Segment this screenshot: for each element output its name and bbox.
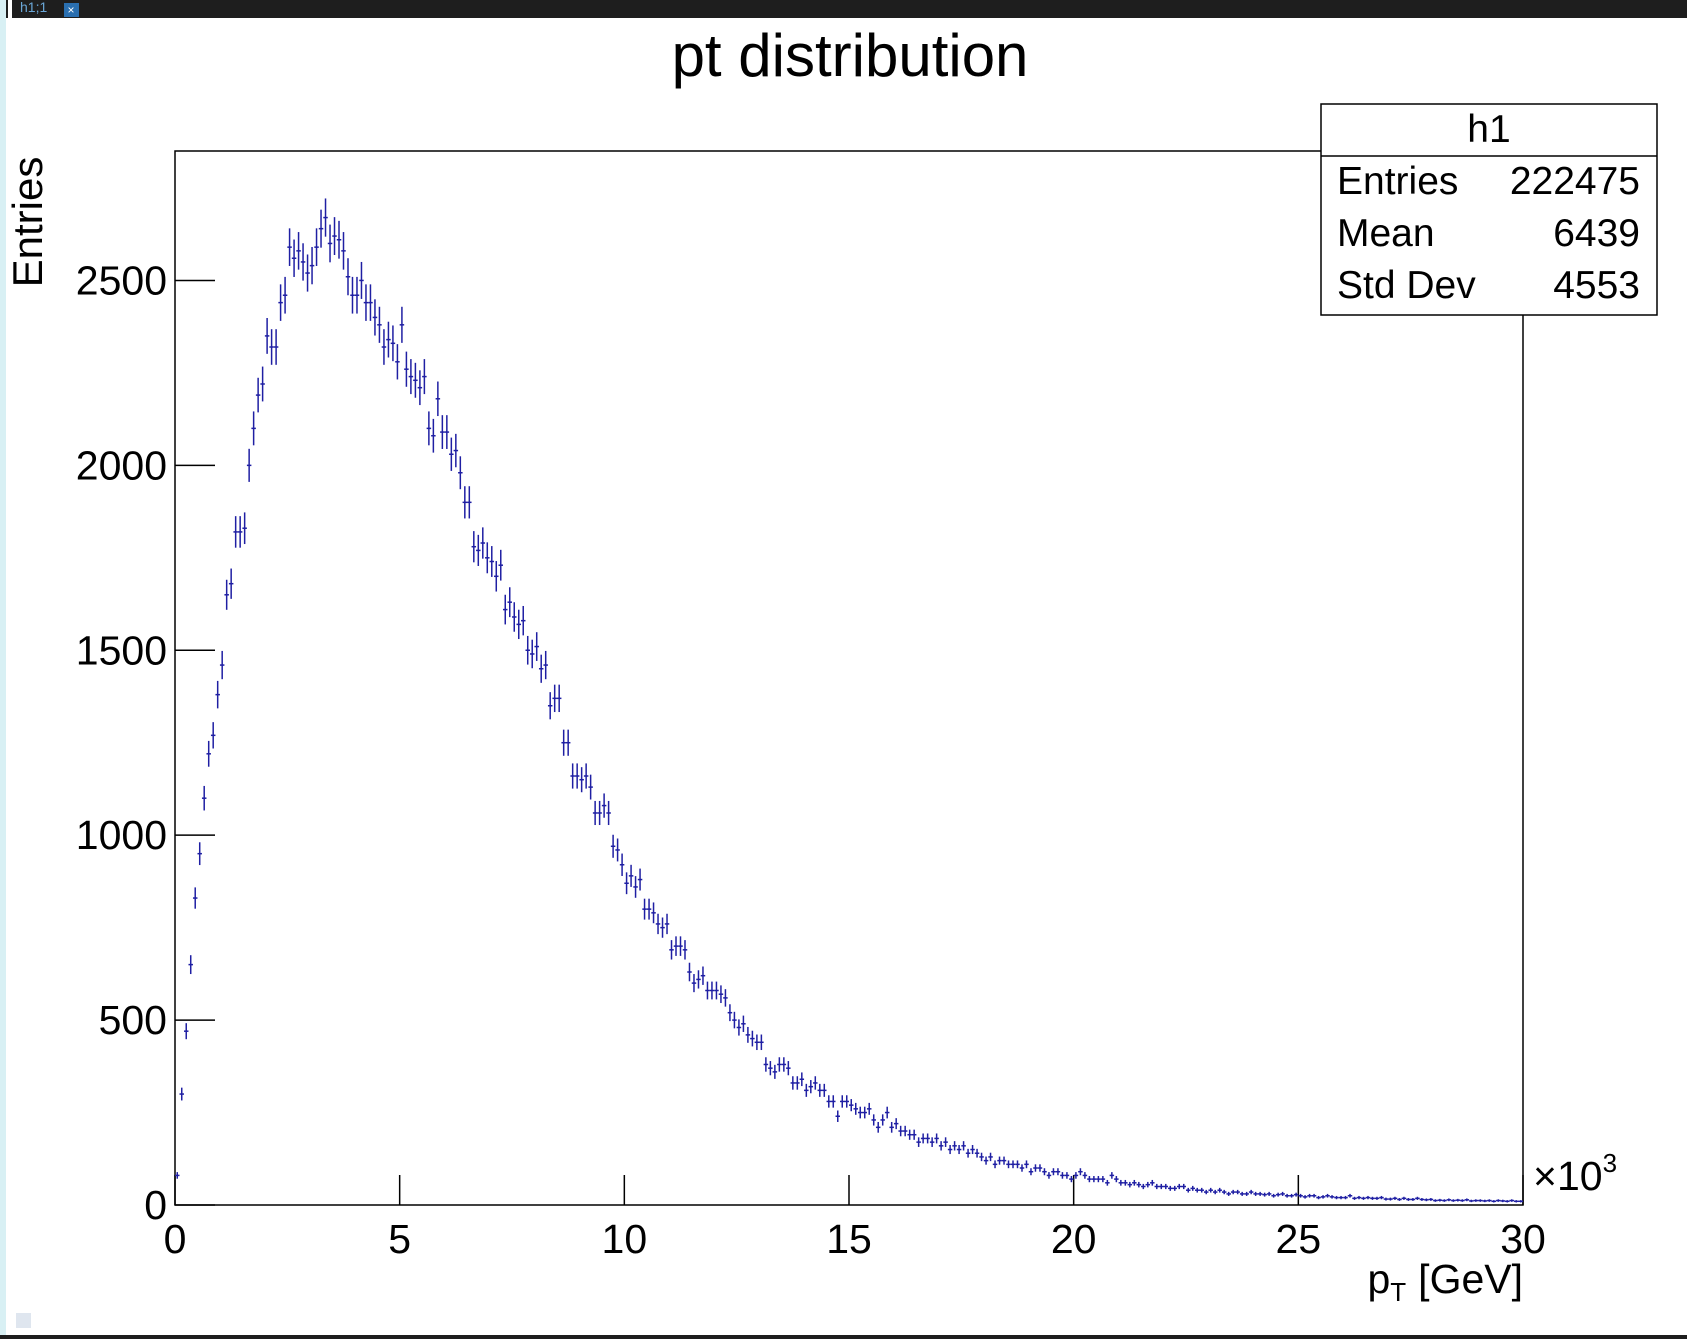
- stats-value: 222475: [1510, 160, 1640, 203]
- y-tick-label: 500: [99, 997, 167, 1043]
- stats-value: 6439: [1553, 212, 1640, 255]
- x-tick-label: 20: [1051, 1216, 1097, 1262]
- left-border: [0, 0, 6, 1339]
- tab-marker: [8, 0, 12, 18]
- stats-frame: [1320, 103, 1658, 316]
- x-multiplier-exp: 3: [1603, 1148, 1617, 1178]
- x-tick-label: 5: [388, 1216, 411, 1262]
- y-tick-label: 2000: [76, 442, 167, 488]
- x-tick-label: 25: [1276, 1216, 1322, 1262]
- stats-title: h1: [1467, 108, 1510, 151]
- tab-label[interactable]: h1;1: [20, 0, 47, 15]
- y-axis-title: Entries: [4, 157, 51, 288]
- stats-label: Std Dev: [1337, 264, 1476, 307]
- top-bar: [0, 0, 1687, 18]
- stats-label: Entries: [1337, 160, 1458, 203]
- x-tick-label: 30: [1500, 1216, 1546, 1262]
- x-multiplier: ×103: [1533, 1148, 1617, 1199]
- stats-value: 4553: [1553, 264, 1640, 307]
- y-tick-label: 1500: [76, 627, 167, 673]
- y-tick-label: 1000: [76, 812, 167, 858]
- x-title-main: p: [1367, 1256, 1390, 1302]
- stats-label: Mean: [1337, 212, 1435, 255]
- x-axis-title: pT [GeV]: [1367, 1256, 1523, 1307]
- y-tick-label: 0: [144, 1182, 167, 1228]
- y-tick-label: 2500: [76, 257, 167, 303]
- chart-title: pt distribution: [672, 22, 1029, 89]
- data-points: [175, 198, 1523, 1203]
- x-multiplier-base: ×10: [1533, 1153, 1603, 1199]
- x-tick-label: 10: [602, 1216, 648, 1262]
- bottom-bar: [0, 1335, 1687, 1339]
- x-tick-label: 15: [826, 1216, 872, 1262]
- corner-icon: [16, 1313, 31, 1328]
- tab-close-icon[interactable]: ×: [68, 3, 75, 17]
- stats-box: h1 Entries 222475 Mean 6439 Std Dev 4553: [1320, 103, 1658, 316]
- tab[interactable]: [14, 0, 64, 18]
- x-title-sub: T: [1390, 1277, 1406, 1307]
- tab-close[interactable]: [64, 3, 79, 17]
- x-tick-label: 0: [164, 1216, 187, 1262]
- x-title-unit: [GeV]: [1418, 1256, 1523, 1302]
